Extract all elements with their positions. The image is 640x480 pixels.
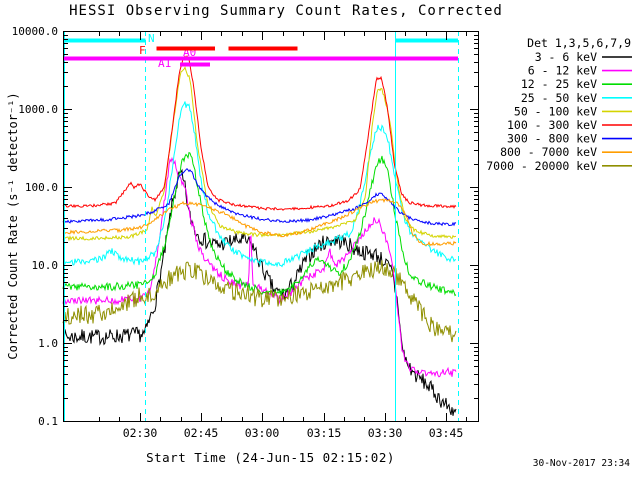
legend-item-label: 800 - 7000 keV: [500, 145, 597, 159]
series-100-300keV: [62, 54, 457, 211]
x-tick-label: 03:30: [368, 426, 403, 440]
page-title: HESSI Observing Summary Count Rates, Cor…: [69, 3, 503, 19]
flag-bar-a0: [63, 56, 458, 61]
flag-bar-n: [63, 38, 146, 43]
series-25-50keV: [62, 101, 456, 268]
legend-item-label: 25 - 50 keV: [521, 91, 597, 105]
flag-bars: [63, 38, 458, 67]
legend-item-label: 300 - 800 keV: [507, 132, 597, 146]
eclipse-guide-lines: [64, 31, 459, 421]
x-tick-label: 03:15: [307, 426, 342, 440]
x-tick-label: 02:45: [184, 426, 219, 440]
y-tick-label: 100.0: [25, 181, 58, 194]
flag-bar-n: [394, 38, 458, 43]
tick-labels: 02:30 02:45 03:00 03:15 03:30 03:45 10000.0 100…: [12, 25, 464, 440]
series-50-100keV: [62, 66, 457, 242]
y-tick-label: 10.0: [32, 259, 59, 272]
flag-label-f: F: [139, 44, 146, 57]
legend-item-label: 7000 - 20000 keV: [486, 159, 597, 173]
y-tick-label: 1.0: [38, 337, 58, 350]
legend-item-label: 50 - 100 keV: [514, 104, 597, 118]
legend-item-label: 12 - 25 keV: [521, 77, 597, 91]
legend-item-label: 100 - 300 keV: [507, 118, 597, 132]
x-tick-label: 03:45: [429, 426, 464, 440]
series-7000-20000keV: [62, 260, 457, 343]
flag-label-n: N: [148, 32, 155, 45]
y-tick-label: 0.1: [38, 415, 58, 428]
x-axis-label: Start Time (24-Jun-15 02:15:02): [146, 450, 395, 465]
series-curves: [62, 54, 457, 416]
plot-border: [63, 31, 479, 422]
y-tick-label: 10000.0: [12, 25, 58, 38]
x-tick-label: 03:00: [245, 426, 280, 440]
legend-item-label: 3 - 6 keV: [535, 50, 597, 64]
flag-bar-f: [156, 46, 215, 51]
plot-generated-timestamp: 30-Nov-2017 23:34: [532, 458, 630, 469]
axes: [63, 31, 479, 422]
x-tick-label: 02:30: [123, 426, 158, 440]
flag-bar-a1: [180, 62, 210, 67]
series-800-7000keV: [62, 198, 457, 247]
series-12-25keV: [62, 151, 457, 297]
legend-item-label: 6 - 12 keV: [528, 64, 597, 78]
y-tick-label: 1000.0: [18, 103, 58, 116]
series-6-12keV: [62, 156, 457, 378]
flag-bar-f: [228, 46, 298, 51]
legend-header: Det 1,3,5,6,7,9: [527, 36, 631, 50]
